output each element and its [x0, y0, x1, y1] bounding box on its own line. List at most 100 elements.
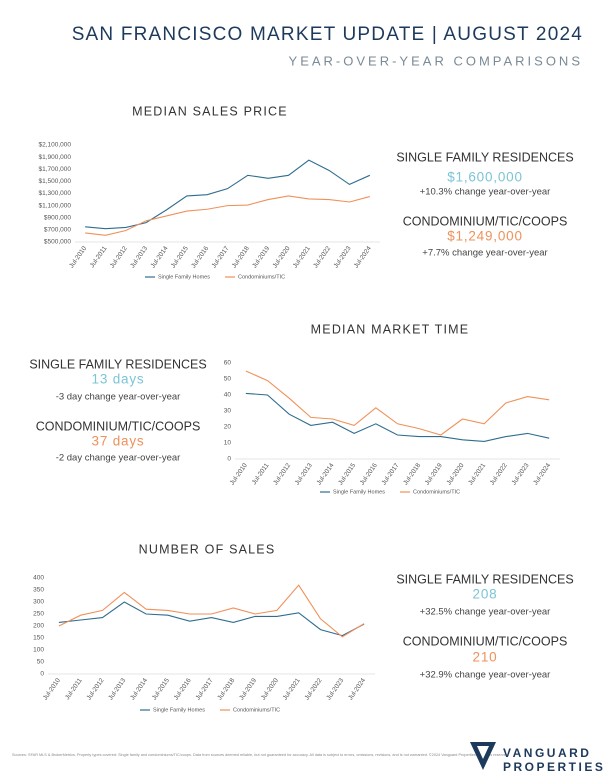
- summary-change: +10.3% change year-over-year: [420, 187, 551, 198]
- x-tick-label: Jul-2017: [195, 677, 215, 702]
- chart-title: MEDIAN SALES PRICE: [132, 104, 288, 118]
- header-title: SAN FRANCISCO MARKET UPDATE | AUGUST 202…: [72, 24, 583, 45]
- x-tick-label: Jul-2022: [489, 462, 509, 487]
- y-tick-label: $2,100,000: [38, 142, 71, 149]
- y-tick-label: $500,000: [44, 239, 71, 246]
- x-tick-label: Jul-2016: [359, 462, 379, 487]
- x-tick-label: Jul-2017: [381, 462, 401, 487]
- y-tick-label: $1,100,000: [38, 202, 71, 209]
- x-tick-label: Jul-2023: [333, 245, 353, 270]
- summary-label: SINGLE FAMILY RESIDENCES: [29, 357, 206, 371]
- y-tick-label: $1,900,000: [38, 154, 71, 161]
- y-tick-label: 0: [40, 671, 44, 678]
- x-tick-label: Jul-2019: [238, 677, 258, 702]
- x-tick-label: Jul-2022: [312, 245, 332, 270]
- x-tick-label: Jul-2019: [251, 245, 271, 270]
- legend-label: Single Family Homes: [333, 489, 385, 495]
- x-tick-label: Jul-2023: [511, 462, 531, 487]
- x-tick-label: Jul-2020: [260, 677, 280, 702]
- y-tick-label: 400: [33, 575, 44, 582]
- x-tick-label: Jul-2011: [251, 462, 271, 486]
- summary-label: SINGLE FAMILY RESIDENCES: [396, 572, 573, 586]
- summary-label: SINGLE FAMILY RESIDENCES: [396, 150, 573, 164]
- series-line: [58, 584, 365, 638]
- logo-name: VANGUARD: [503, 746, 591, 760]
- y-tick-label: 150: [33, 635, 44, 642]
- x-tick-label: Jul-2021: [467, 462, 487, 487]
- x-tick-label: Jul-2013: [294, 462, 314, 487]
- x-tick-label: Jul-2021: [292, 245, 312, 270]
- summary-change: -3 day change year-over-year: [56, 392, 181, 403]
- summary-change: +32.9% change year-over-year: [420, 670, 551, 681]
- x-tick-label: Jul-2011: [64, 677, 84, 701]
- summary-value: 37 days: [92, 434, 145, 449]
- y-tick-label: 0: [227, 456, 231, 463]
- x-tick-label: Jul-2022: [304, 677, 324, 702]
- y-tick-label: 350: [33, 587, 44, 594]
- summary-value: $1,600,000: [447, 170, 523, 185]
- summary-change: -2 day change year-over-year: [56, 453, 181, 464]
- series-line: [245, 370, 550, 436]
- y-tick-label: 30: [224, 408, 232, 415]
- x-tick-label: Jul-2013: [107, 677, 127, 702]
- x-tick-label: Jul-2017: [211, 245, 231, 270]
- y-tick-label: $1,500,000: [38, 178, 71, 185]
- x-tick-label: Jul-2018: [216, 677, 236, 702]
- summary-change: +32.5% change year-over-year: [420, 607, 551, 618]
- x-tick-label: Jul-2010: [229, 462, 249, 487]
- y-tick-label: $1,300,000: [38, 190, 71, 197]
- y-tick-label: $700,000: [44, 227, 71, 234]
- summary-change: +7.7% change year-over-year: [422, 248, 547, 259]
- y-tick-label: 40: [224, 392, 232, 399]
- x-tick-label: Jul-2024: [532, 462, 552, 487]
- x-tick-label: Jul-2015: [337, 462, 357, 487]
- y-tick-label: 20: [224, 424, 232, 431]
- x-tick-label: Jul-2015: [151, 677, 171, 702]
- legend-label: Condominiums/TIC: [413, 489, 460, 495]
- summary-value: $1,249,000: [447, 229, 523, 244]
- legend-label: Single Family Homes: [153, 707, 205, 713]
- legend-label: Condominiums/TIC: [233, 707, 280, 713]
- footer-note: Sources: SFAR MLS & BrokerMetrics. Prope…: [12, 753, 509, 757]
- series-line: [85, 195, 370, 236]
- x-tick-label: Jul-2016: [190, 245, 210, 270]
- chart-title: MEDIAN MARKET TIME: [311, 322, 470, 336]
- summary-value: 208: [473, 587, 498, 602]
- x-tick-label: Jul-2012: [86, 677, 106, 702]
- x-tick-label: Jul-2014: [129, 677, 149, 702]
- x-tick-label: Jul-2020: [446, 462, 466, 487]
- x-tick-label: Jul-2018: [402, 462, 422, 487]
- header-subtitle: YEAR-OVER-YEAR COMPARISONS: [289, 53, 583, 68]
- x-tick-label: Jul-2024: [347, 677, 367, 702]
- x-tick-label: Jul-2012: [109, 245, 129, 270]
- x-tick-label: Jul-2015: [170, 245, 190, 270]
- x-tick-label: Jul-2014: [316, 462, 336, 487]
- x-tick-label: Jul-2011: [89, 245, 109, 269]
- y-tick-label: $1,700,000: [38, 166, 71, 173]
- x-tick-label: Jul-2012: [272, 462, 292, 487]
- x-tick-label: Jul-2019: [424, 462, 444, 487]
- summary-value: 13 days: [92, 372, 145, 387]
- y-tick-label: 50: [224, 376, 232, 383]
- y-tick-label: 60: [224, 360, 232, 367]
- chart-title: NUMBER OF SALES: [139, 542, 276, 556]
- y-tick-label: 50: [37, 659, 45, 666]
- logo-sub: PROPERTIES: [503, 760, 604, 774]
- x-tick-label: Jul-2016: [173, 677, 193, 702]
- y-tick-label: 300: [33, 599, 44, 606]
- series-line: [58, 601, 365, 637]
- series-line: [245, 392, 550, 442]
- y-tick-label: 200: [33, 623, 44, 630]
- y-tick-label: 100: [33, 647, 44, 654]
- legend-label: Single Family Homes: [158, 274, 210, 280]
- series-line: [85, 159, 371, 230]
- y-tick-label: 250: [33, 611, 44, 618]
- x-tick-label: Jul-2020: [272, 245, 292, 270]
- summary-label: CONDOMINIUM/TIC/COOPS: [36, 419, 201, 433]
- x-tick-label: Jul-2023: [325, 677, 345, 702]
- x-tick-label: Jul-2014: [150, 245, 170, 270]
- summary-label: CONDOMINIUM/TIC/COOPS: [403, 634, 568, 648]
- x-tick-label: Jul-2024: [353, 245, 373, 270]
